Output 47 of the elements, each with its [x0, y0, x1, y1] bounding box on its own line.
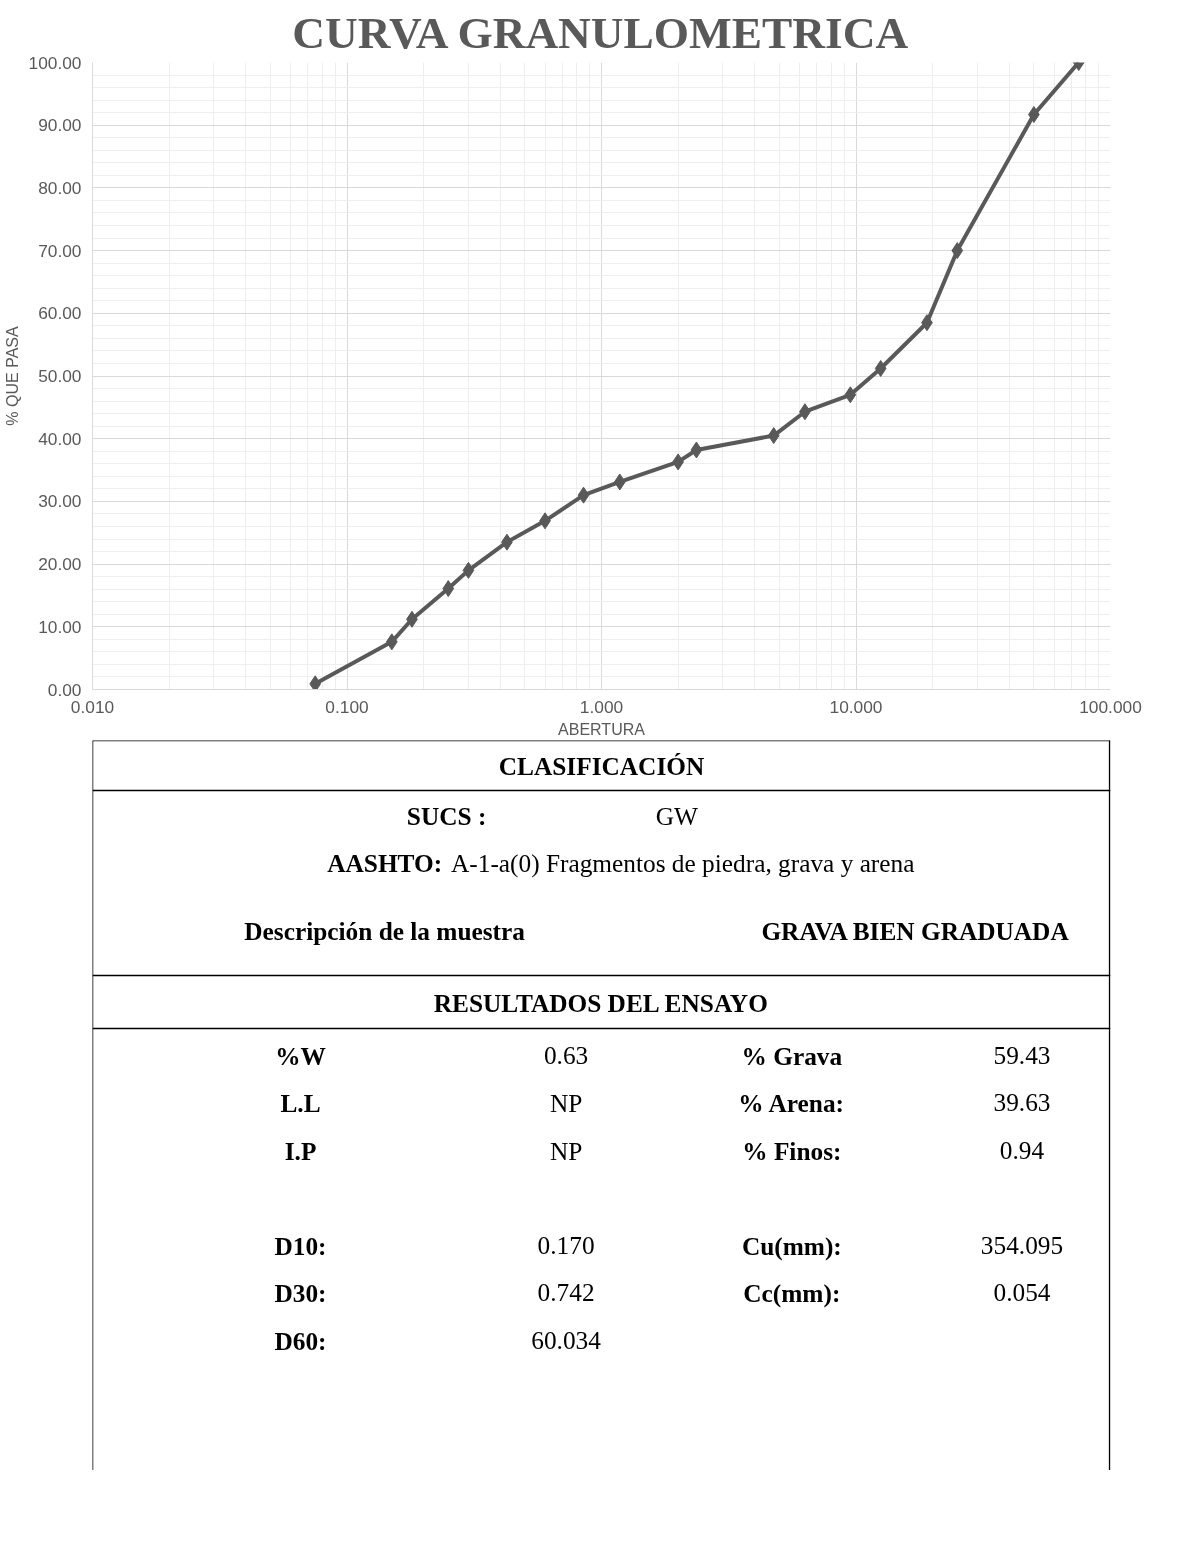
text: 60.034 — [531, 1326, 602, 1354]
text: D30: — [274, 1278, 327, 1307]
text: Descripción de la muestra — [244, 916, 526, 945]
y-tick-label: 10.00 — [38, 616, 82, 637]
text: 354.095 — [980, 1231, 1064, 1259]
text: % Arena: — [738, 1088, 845, 1117]
text: %W — [275, 1041, 326, 1070]
y-tick-label: 90.00 — [38, 115, 82, 136]
text: RESULTADOS DEL ENSAYO — [433, 988, 768, 1017]
text: D60: — [274, 1326, 327, 1355]
text: Cc(mm): — [743, 1278, 841, 1308]
x-tick-label: 100.000 — [1079, 696, 1142, 717]
y-tick-label: 30.00 — [38, 491, 82, 512]
y-tick-label: 80.00 — [38, 177, 82, 198]
text: 59.43 — [993, 1041, 1051, 1069]
text: D10: — [274, 1231, 327, 1260]
y-tick-label: 70.00 — [38, 240, 82, 261]
text: % Finos: — [742, 1136, 842, 1165]
text: 0.94 — [999, 1136, 1045, 1164]
chart-title: CURVA GRANULOMETRICA — [292, 7, 909, 58]
text: 0.63 — [543, 1041, 589, 1069]
x-axis-title: ABERTURA — [558, 720, 646, 738]
text: % Grava — [741, 1041, 843, 1070]
text: 0.170 — [537, 1231, 595, 1259]
y-tick-label: 100.00 — [28, 52, 82, 73]
y-tick-label: 60.00 — [38, 303, 82, 324]
x-tick-label: 1.000 — [579, 696, 624, 717]
text: Cu(mm): — [741, 1231, 842, 1261]
y-tick-label: 20.00 — [38, 554, 82, 575]
text: NP — [549, 1136, 583, 1165]
text: I.P — [284, 1136, 317, 1165]
text: SUCS : — [406, 801, 487, 830]
x-tick-label: 0.100 — [325, 696, 369, 717]
text: 0.742 — [537, 1278, 595, 1306]
x-tick-label: 10.000 — [829, 696, 883, 717]
text: NP — [549, 1088, 583, 1117]
text: AASHTO: — [327, 848, 443, 877]
y-tick-label: 50.00 — [38, 366, 82, 386]
text: CLASIFICACIÓN — [498, 751, 705, 780]
y-tick-label: 40.00 — [38, 428, 82, 449]
text: 39.63 — [993, 1088, 1051, 1116]
text: GRAVA BIEN GRADUADA — [761, 916, 1070, 945]
text: 0.054 — [993, 1278, 1051, 1306]
y-axis-title: % QUE PASA — [3, 326, 21, 426]
text: GW — [655, 801, 698, 830]
text: A-1-a(0) Fragmentos de piedra, grava y arena — [451, 848, 915, 878]
text: L.L — [280, 1088, 321, 1117]
